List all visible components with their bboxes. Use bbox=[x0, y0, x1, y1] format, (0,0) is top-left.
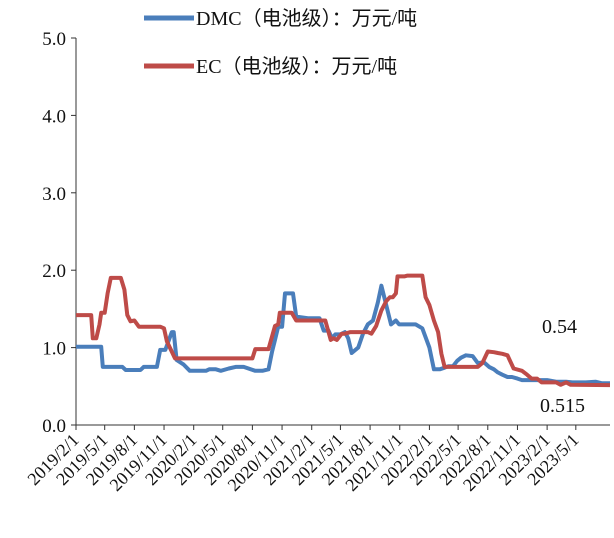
y-tick-label: 4.0 bbox=[42, 106, 66, 127]
series-line-dmc bbox=[76, 283, 610, 386]
y-tick-label: 3.0 bbox=[42, 184, 66, 205]
legend-label-dmc: DMC（电池级）：万元/吨 bbox=[196, 7, 417, 30]
y-tick-label: 0.0 bbox=[42, 416, 66, 437]
y-tick-label: 2.0 bbox=[42, 261, 66, 282]
y-tick-label: 1.0 bbox=[42, 339, 66, 360]
series-line-ec bbox=[76, 273, 611, 388]
annotations: 0.54 0.515 bbox=[540, 316, 585, 417]
x-axis: 2019/2/12019/5/12019/8/12019/11/12020/2/… bbox=[23, 424, 610, 495]
annotation-ec-latest: 0.515 bbox=[540, 395, 585, 417]
legend-label-ec: EC（电池级）：万元/吨 bbox=[196, 55, 397, 78]
plot-series bbox=[76, 273, 611, 388]
y-axis: 0.0 1.0 2.0 3.0 4.0 5.0 bbox=[42, 29, 77, 437]
annotation-dmc-latest: 0.54 bbox=[542, 316, 577, 338]
legend: DMC（电池级）：万元/吨 EC（电池级）：万元/吨 bbox=[144, 7, 417, 78]
y-tick-label: 5.0 bbox=[42, 29, 66, 50]
